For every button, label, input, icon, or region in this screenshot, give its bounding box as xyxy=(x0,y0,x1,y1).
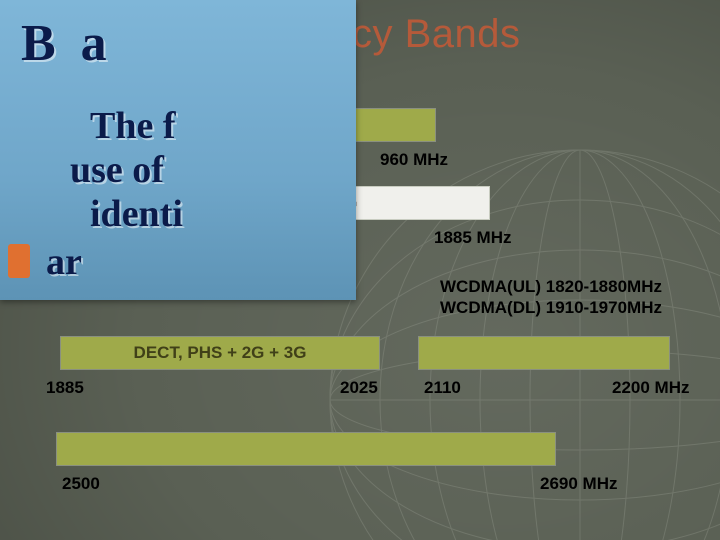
freq-label-r3-2: 2025 xyxy=(340,378,378,398)
overlay-bullet-icon xyxy=(8,244,30,278)
band-bar-r3b xyxy=(418,336,670,370)
overlay-line-1: y B a xyxy=(0,14,113,73)
freq-label-r4-end: 2690 MHz xyxy=(540,474,617,494)
band-bar-r4 xyxy=(56,432,556,466)
band-label-r3a: DECT, PHS + 2G + 3G xyxy=(61,337,379,369)
freq-label-r3-4: 2200 MHz xyxy=(612,378,689,398)
freq-label-r1-end: 960 MHz xyxy=(380,150,448,170)
overlay-line-3: use of xyxy=(70,148,164,192)
wcdma-note-line2: WCDMA(DL) 1910-1970MHz xyxy=(440,298,662,317)
freq-label-r3-3: 2110 xyxy=(424,378,461,398)
wcdma-note-line1: WCDMA(UL) 1820-1880MHz xyxy=(440,277,662,296)
wcdma-note: WCDMA(UL) 1820-1880MHz WCDMA(DL) 1910-19… xyxy=(440,276,662,319)
freq-label-r2-end: 1885 MHz xyxy=(434,228,511,248)
band-bar-r1 xyxy=(346,108,436,142)
overlay-line-5: ar xyxy=(46,240,82,284)
overlay-line-2: The f xyxy=(90,104,176,148)
freq-label-r4-start: 2500 xyxy=(62,474,100,494)
foreign-overlay-panel: y B a The f use of identi ar xyxy=(0,0,356,300)
freq-label-r3-1: 1885 xyxy=(46,378,84,398)
overlay-line-4: identi xyxy=(90,192,183,236)
band-bar-r3a: DECT, PHS + 2G + 3G xyxy=(60,336,380,370)
